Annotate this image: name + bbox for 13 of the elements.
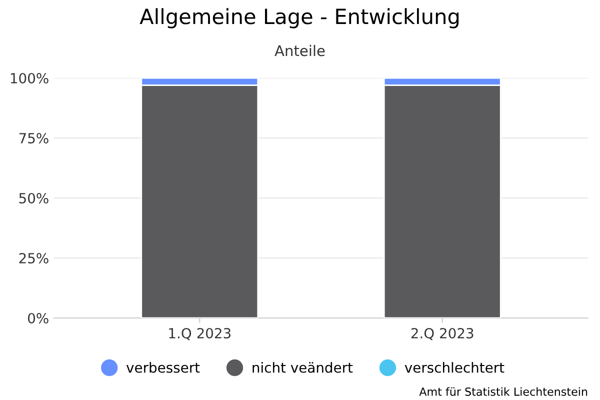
chart-subtitle: Anteile — [274, 44, 325, 56]
y-tick-label: 100% — [10, 72, 48, 84]
chart-title: Allgemeine Lage - Entwicklung — [140, 8, 459, 28]
y-tick-label: 25% — [19, 252, 48, 264]
text: Amt für Statistik Liechtenstein — [419, 387, 588, 396]
y-tick-label: 50% — [19, 192, 48, 204]
x-tick-label: 2.Q 2023 — [411, 328, 474, 340]
y-tick-label: 75% — [19, 132, 48, 144]
legend-label: verschlechtert — [404, 362, 504, 373]
y-tick-label: 0% — [28, 312, 48, 324]
legend-label: verbessert — [126, 362, 200, 373]
legend-label: nicht veändert — [252, 362, 353, 373]
x-tick-label: 1.Q 2023 — [169, 328, 230, 340]
